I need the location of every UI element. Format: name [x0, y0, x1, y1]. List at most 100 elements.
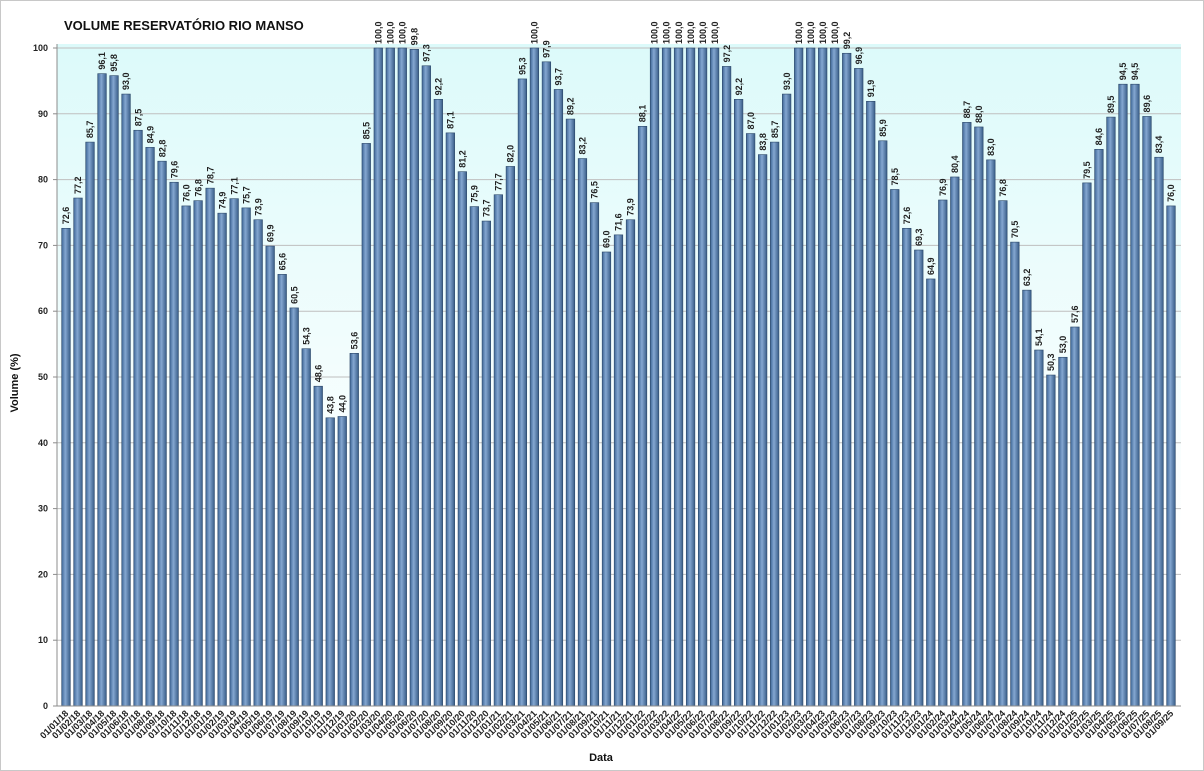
bar: [73, 197, 83, 707]
bar: [157, 160, 167, 707]
data-label: 89,6: [1142, 95, 1152, 113]
bar: [205, 187, 215, 707]
data-label: 92,2: [434, 78, 444, 96]
data-label: 94,5: [1130, 63, 1140, 81]
data-label: 73,9: [626, 198, 636, 216]
data-label: 44,0: [337, 395, 347, 413]
data-label: 74,9: [217, 192, 227, 210]
data-label: 100,0: [650, 21, 660, 44]
bar: [397, 47, 407, 707]
x-axis-title: Data: [589, 752, 614, 764]
bar: [457, 171, 467, 707]
bar: [145, 147, 155, 707]
bar: [649, 47, 660, 707]
data-label: 53,6: [349, 332, 359, 350]
bar: [806, 47, 816, 707]
bar: [854, 68, 864, 707]
bar: [721, 66, 732, 707]
bar: [613, 234, 624, 707]
data-label: 100,0: [674, 21, 684, 44]
data-label: 83,2: [578, 137, 588, 155]
data-label: 77,2: [73, 176, 83, 194]
data-label: 93,0: [121, 73, 131, 91]
data-label: 87,0: [746, 112, 756, 130]
data-label: 63,2: [1022, 269, 1032, 287]
data-label: 89,2: [566, 98, 576, 116]
bar: [337, 416, 347, 707]
data-label: 84,9: [145, 126, 155, 144]
bar: [1022, 289, 1032, 707]
data-label: 100,0: [710, 21, 720, 44]
y-axis-title: Volume (%): [9, 353, 21, 412]
bar: [529, 47, 540, 707]
data-label: 100,0: [530, 21, 540, 44]
data-label: 100,0: [686, 21, 696, 44]
bar: [637, 126, 648, 707]
bar: [277, 274, 287, 707]
data-label: 43,8: [325, 396, 335, 414]
bar: [253, 219, 263, 707]
data-label: 95,3: [518, 57, 528, 75]
bar: [181, 205, 191, 707]
data-label: 79,5: [1082, 161, 1092, 179]
bar: [794, 47, 804, 707]
data-label: 73,9: [253, 198, 263, 216]
bar: [409, 49, 419, 707]
bar: [1082, 182, 1092, 707]
data-label: 76,0: [181, 184, 191, 202]
bar: [517, 78, 528, 707]
bar: [217, 212, 227, 707]
bar: [361, 143, 371, 707]
bar: [1118, 83, 1128, 707]
bar: [938, 199, 948, 707]
data-label: 48,6: [313, 365, 323, 383]
data-label: 87,5: [133, 109, 143, 127]
data-label: 77,1: [229, 177, 239, 195]
bar: [1058, 356, 1068, 707]
bar: [661, 47, 672, 707]
bar: [481, 220, 491, 707]
bar: [950, 176, 960, 707]
data-label: 75,7: [241, 186, 251, 204]
bar: [541, 61, 552, 707]
y-tick-label: 0: [43, 701, 48, 711]
data-label: 87,1: [446, 111, 456, 129]
bar: [625, 219, 636, 707]
data-label: 76,8: [998, 179, 1008, 197]
data-label: 69,3: [914, 228, 924, 246]
data-label: 100,0: [385, 21, 395, 44]
data-label: 76,9: [938, 178, 948, 196]
bar: [818, 47, 828, 707]
data-label: 99,2: [842, 32, 852, 50]
data-label: 97,9: [542, 40, 552, 58]
data-label: 88,1: [638, 105, 648, 123]
data-label: 99,8: [410, 28, 420, 46]
bar: [373, 47, 383, 707]
y-tick-label: 30: [38, 504, 48, 514]
bar: [589, 202, 600, 707]
data-label: 92,2: [734, 78, 744, 96]
bar: [685, 47, 696, 707]
data-label: 100,0: [398, 21, 408, 44]
data-label: 85,9: [878, 119, 888, 137]
y-tick-label: 40: [38, 438, 48, 448]
data-label: 83,0: [986, 138, 996, 156]
bar: [746, 133, 756, 707]
bar: [866, 101, 876, 707]
y-tick-label: 50: [38, 372, 48, 382]
bar: [1166, 205, 1176, 707]
data-label: 54,1: [1034, 328, 1044, 346]
bar: [709, 47, 720, 707]
data-label: 53,0: [1058, 336, 1068, 354]
y-tick-label: 80: [38, 175, 48, 185]
bar: [1046, 374, 1056, 707]
data-label: 95,8: [109, 54, 119, 72]
bar: [842, 52, 852, 707]
data-label: 80,4: [950, 155, 960, 173]
bar: [962, 122, 972, 707]
y-tick-label: 60: [38, 306, 48, 316]
bar: [890, 189, 900, 707]
data-label: 94,5: [1118, 63, 1128, 81]
bar: [433, 99, 443, 707]
data-label: 77,7: [494, 173, 504, 191]
